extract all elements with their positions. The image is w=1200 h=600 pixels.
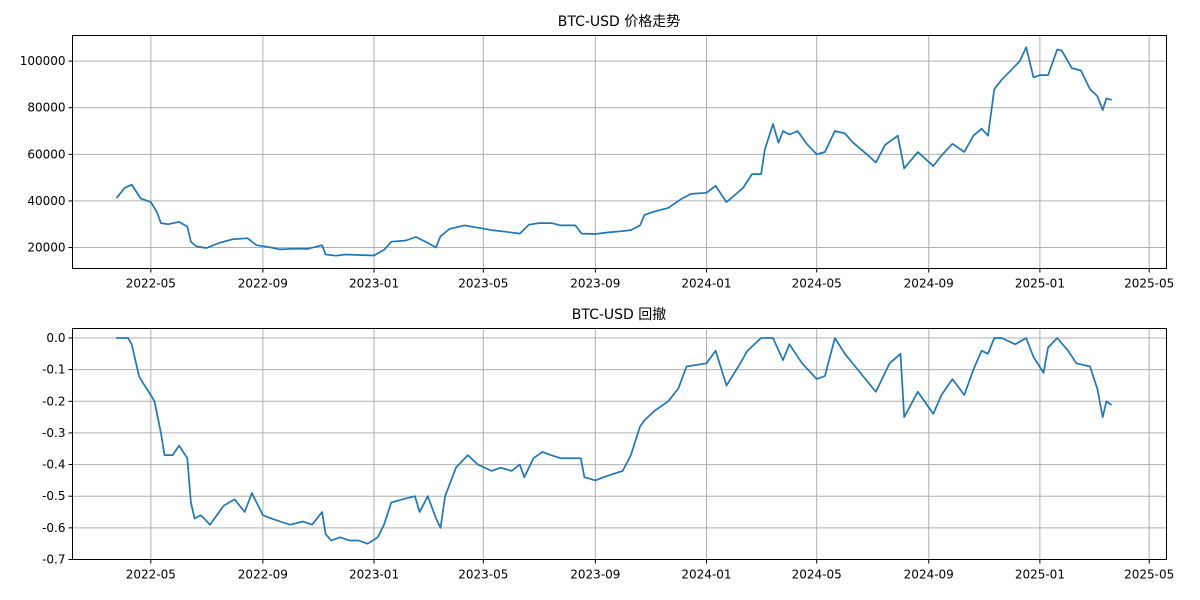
price-y-tick-label: 20000	[27, 241, 65, 255]
drawdown-y-tick-label: -0.4	[42, 458, 65, 472]
drawdown-y-tick-label: -0.6	[42, 521, 65, 535]
price-x-tick-label: 2024-01	[681, 277, 731, 291]
price-x-tick-label: 2024-09	[904, 277, 954, 291]
price-chart: BTC-USD 价格走势 20000400006000080000100000 …	[20, 14, 1175, 291]
drawdown-series	[116, 337, 1113, 545]
drawdown-chart: BTC-USD 回撤 -0.7 -0.6 -0.5 -0.4 -0.3 -0.2 -0.1 0…	[42, 307, 1174, 582]
drawdown-x-axis: 2022-05 2022-09 2023-01 2023-05 2023-09 2024-…	[126, 559, 1174, 582]
drawdown-x-tick-label: 2022-09	[238, 568, 288, 582]
price-x-tick-label: 2023-01	[349, 277, 399, 291]
price-x-tick-label: 2025-01	[1015, 277, 1065, 291]
drawdown-plot-frame	[72, 328, 1167, 560]
price-y-axis: 20000 40000 60000 80000 100000	[20, 54, 73, 255]
drawdown-x-tick-label: 2025-01	[1015, 568, 1065, 582]
drawdown-x-tick-label: 2025-05	[1124, 568, 1174, 582]
drawdown-y-tick-label: -0.5	[42, 489, 65, 503]
drawdown-y-axis: -0.7 -0.6 -0.5 -0.4 -0.3 -0.2 -0.1 0.0	[42, 331, 73, 567]
drawdown-y-tick-label: 0.0	[46, 331, 65, 345]
price-series	[115, 46, 1112, 257]
drawdown-y-tick-label: -0.3	[42, 426, 65, 440]
price-x-tick-label: 2022-09	[238, 277, 288, 291]
price-y-tick-label: 40000	[27, 194, 65, 208]
drawdown-x-tick-label: 2023-05	[458, 568, 508, 582]
price-y-tick-label: 100000	[20, 54, 66, 68]
price-y-tick-label: 60000	[27, 147, 65, 161]
drawdown-x-tick-label: 2024-01	[681, 568, 731, 582]
drawdown-x-tick-label: 2023-09	[570, 568, 620, 582]
drawdown-y-tick-label: -0.2	[42, 394, 65, 408]
drawdown-x-tick-label: 2024-05	[792, 568, 842, 582]
price-x-axis: 2022-05 2022-09 2023-01 2023-05 2023-09 2024-…	[126, 268, 1174, 291]
price-x-tick-label: 2025-05	[1124, 277, 1174, 291]
drawdown-chart-title: BTC-USD 回撤	[572, 307, 667, 323]
price-x-tick-label: 2022-05	[126, 277, 176, 291]
price-series-line	[115, 46, 1112, 257]
drawdown-y-tick-label: -0.7	[42, 553, 65, 567]
price-plot-frame	[72, 35, 1167, 269]
drawdown-x-tick-label: 2024-09	[904, 568, 954, 582]
price-chart-title: BTC-USD 价格走势	[558, 14, 681, 30]
drawdown-y-tick-label: -0.1	[42, 363, 65, 377]
drawdown-x-tick-label: 2023-01	[349, 568, 399, 582]
price-x-tick-label: 2023-09	[570, 277, 620, 291]
price-x-tick-label: 2023-05	[458, 277, 508, 291]
drawdown-x-tick-label: 2022-05	[126, 568, 176, 582]
price-y-tick-label: 80000	[27, 101, 65, 115]
price-x-tick-label: 2024-05	[792, 277, 842, 291]
price-grid	[72, 35, 1167, 269]
drawdown-grid	[72, 328, 1167, 560]
drawdown-series-line	[116, 337, 1113, 545]
